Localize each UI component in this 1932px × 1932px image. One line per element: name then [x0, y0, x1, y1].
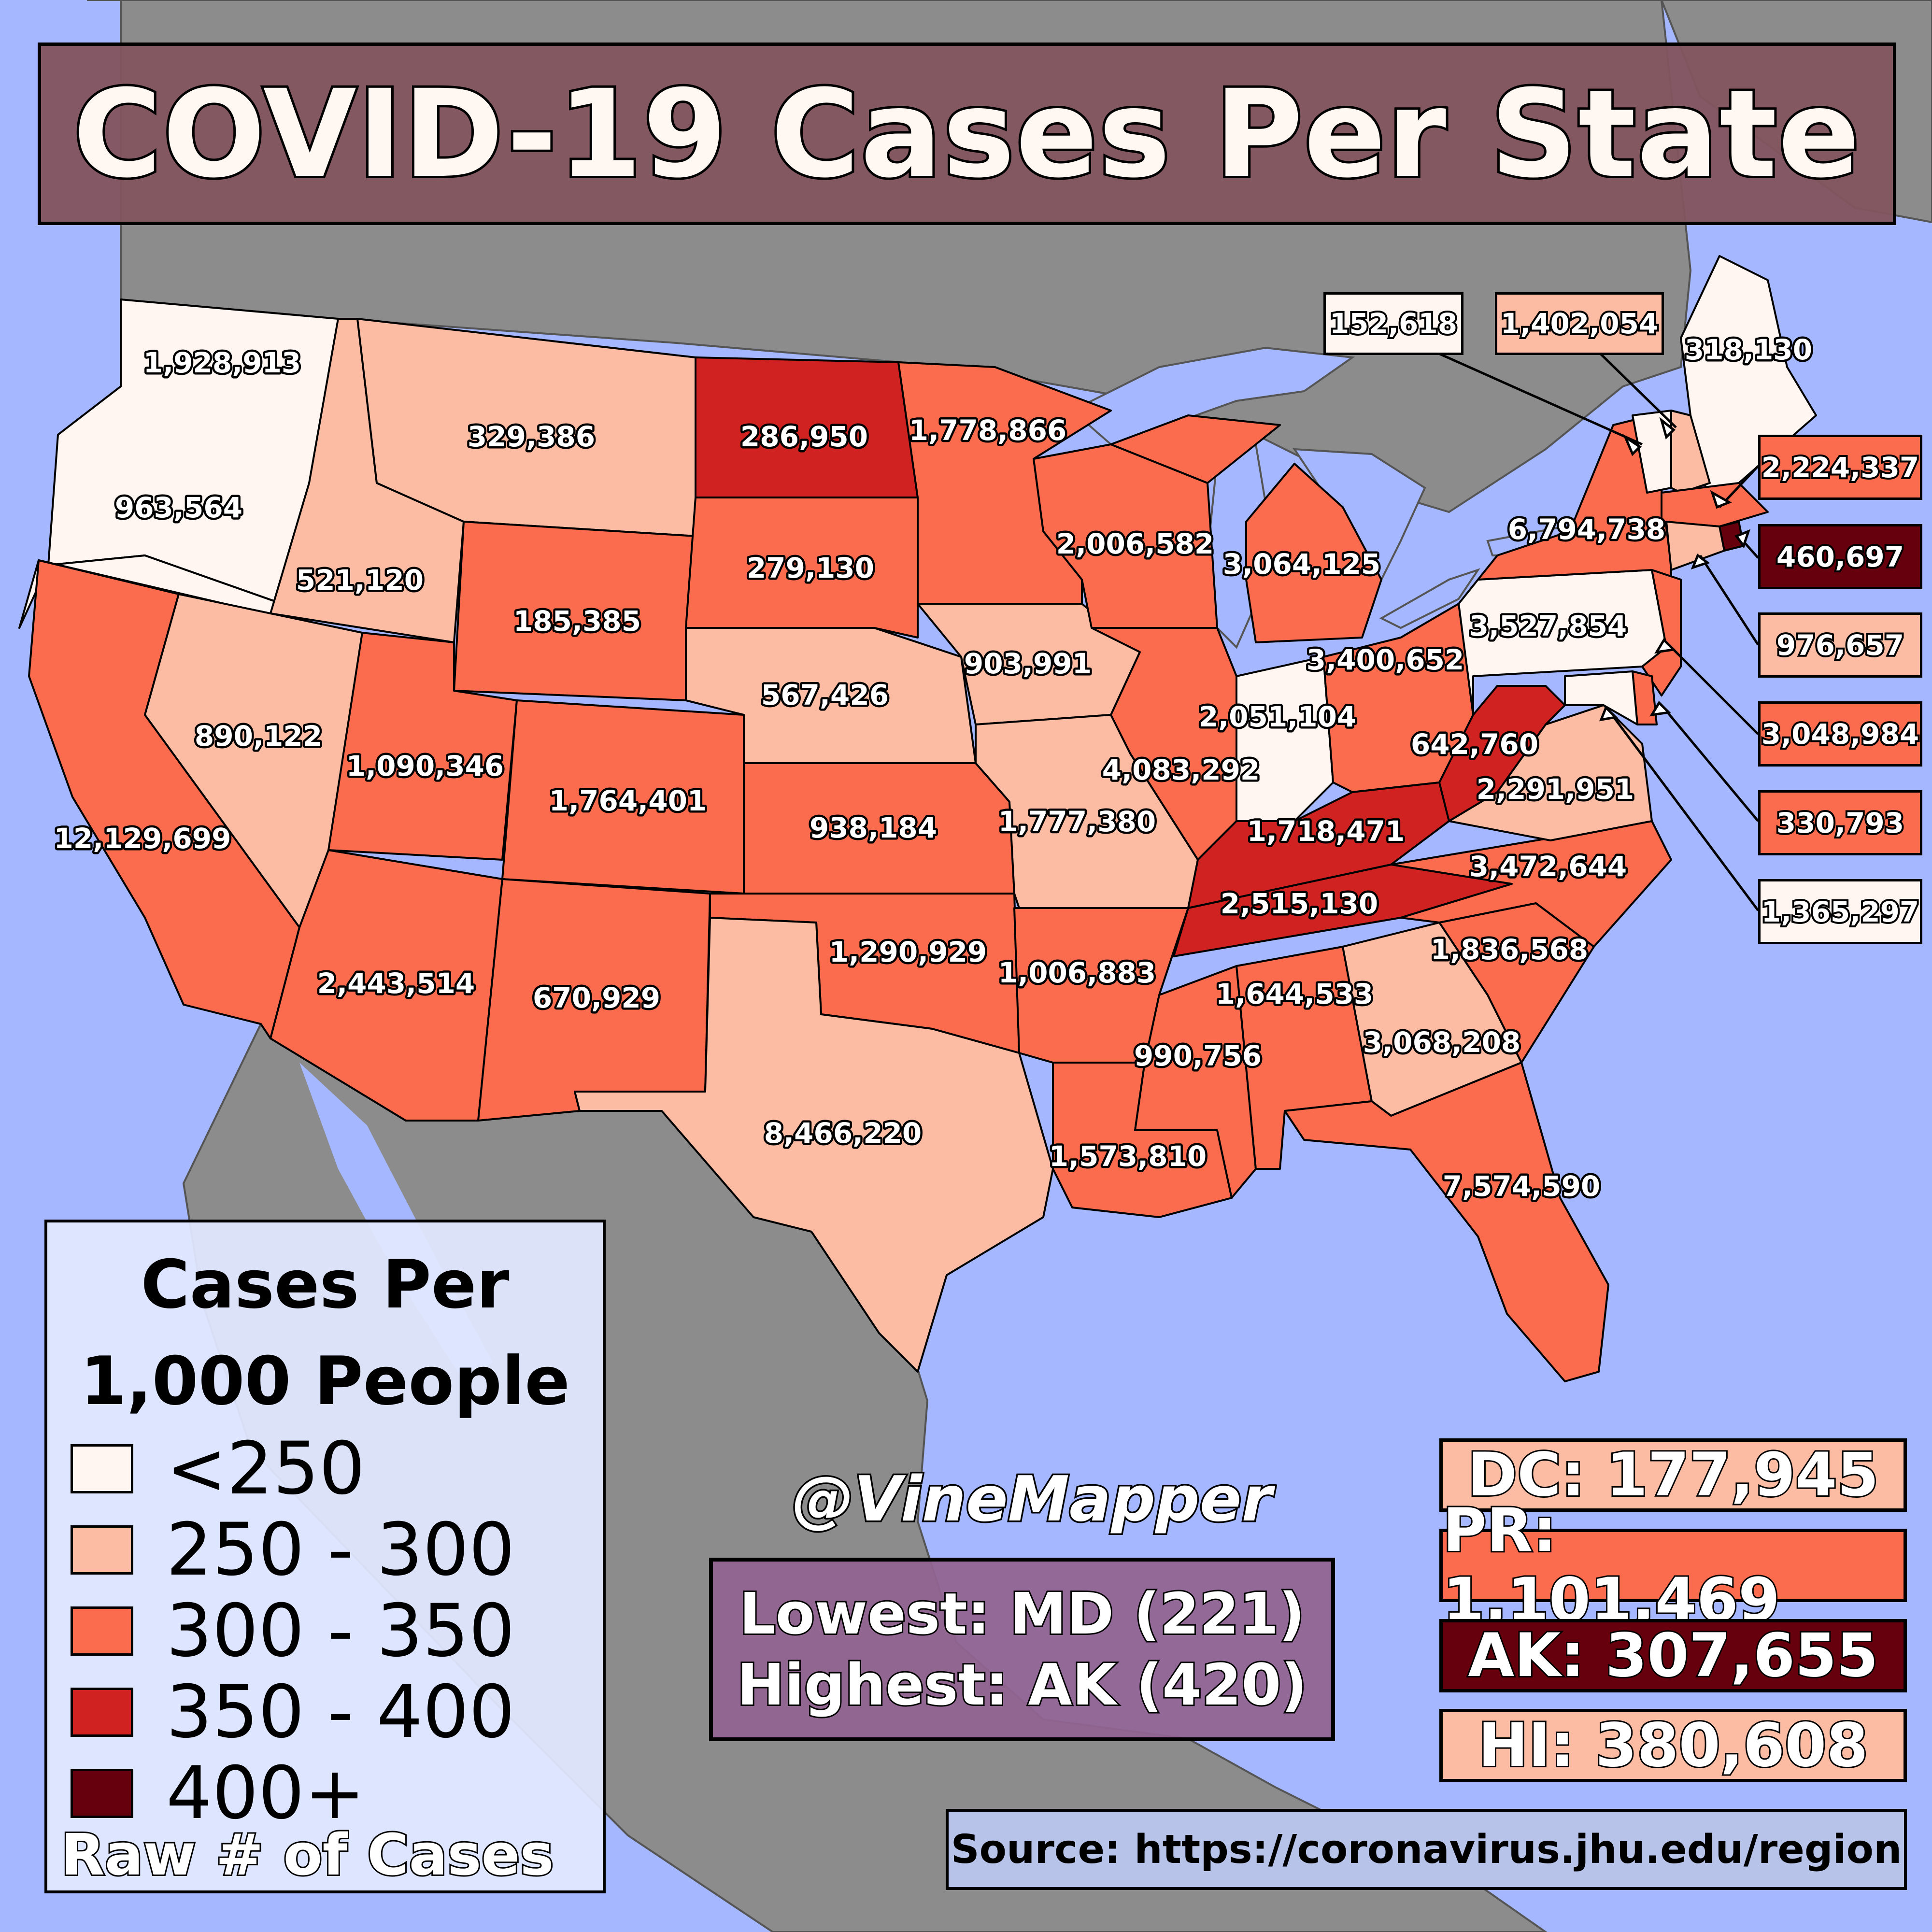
state-label-ar: 1,006,883: [998, 956, 1156, 989]
state-label-nm: 670,929: [533, 981, 660, 1014]
legend-raw-note: Raw # of Cases: [59, 1820, 555, 1889]
extremes-box: Lowest: MD (221) Highest: AK (420): [709, 1558, 1335, 1741]
side-box-pr: PR: 1,101,469: [1439, 1494, 1907, 1636]
states-layer: [18, 255, 1817, 1382]
legend-item-lt250: <250: [71, 1427, 365, 1511]
state-TX: [574, 917, 1054, 1373]
title-banner: COVID-19 Cases Per State: [38, 43, 1896, 225]
state-label-tn: 2,515,130: [1221, 887, 1378, 920]
side-box-hi: HI: 380,608: [1439, 1709, 1907, 1782]
state-label-id: 521,120: [296, 564, 424, 597]
callout-vt: 152,618: [1323, 292, 1463, 355]
source-text: Source: https://coronavirus.jhu.edu/regi…: [951, 1826, 1902, 1873]
state-label-il: 4,083,292: [1102, 753, 1260, 786]
state-label-tx: 8,466,220: [764, 1117, 922, 1150]
side-box-dc: DC: 177,945: [1439, 1438, 1907, 1512]
state-FL: [1284, 1062, 1609, 1382]
legend-item-300-350: 300 - 350: [71, 1589, 515, 1673]
state-label-ut: 1,090,346: [346, 750, 504, 782]
state-MI: [1245, 463, 1382, 643]
state-label-ms: 990,756: [1134, 1039, 1262, 1072]
callout-nh: 1,402,054: [1495, 292, 1664, 355]
state-IN: [1236, 656, 1334, 822]
state-label-ny: 6,794,738: [1508, 513, 1666, 546]
state-label-wv: 642,760: [1411, 728, 1538, 761]
state-label-la: 1,573,810: [1049, 1140, 1207, 1173]
state-label-ok: 1,290,929: [829, 936, 987, 968]
lowest-state-text: Lowest: MD (221): [738, 1579, 1307, 1648]
state-label-nc: 3,472,644: [1469, 850, 1627, 883]
legend-item-400-plus: 400+: [71, 1751, 365, 1835]
state-label-ky: 1,718,471: [1247, 815, 1405, 848]
legend-label-250-300: 250 - 300: [166, 1508, 515, 1592]
state-MD: [1564, 670, 1638, 725]
state-label-fl: 7,574,590: [1443, 1170, 1601, 1203]
legend-label-350-400: 350 - 400: [166, 1670, 515, 1754]
state-label-mn: 1,778,866: [909, 414, 1067, 447]
legend-item-250-300: 250 - 300: [71, 1508, 515, 1592]
state-label-ne: 567,426: [761, 679, 889, 711]
highest-state-text: Highest: AK (420): [736, 1650, 1309, 1719]
state-label-sc: 1,836,568: [1431, 933, 1589, 966]
legend-swatch-250-300: [71, 1525, 133, 1575]
state-label-or: 963,564: [115, 491, 242, 524]
callout-ma: 2,224,337: [1758, 435, 1922, 500]
state-label-ks: 938,184: [810, 811, 937, 844]
state-MI-upper: [1110, 414, 1281, 484]
state-label-wi: 2,006,582: [1056, 527, 1214, 560]
callout-de: 330,793: [1758, 790, 1922, 855]
legend-swatch-400-plus: [71, 1769, 133, 1818]
state-label-me: 318,130: [1685, 333, 1812, 366]
legend-swatch-300-350: [71, 1606, 133, 1656]
legend-label-300-350: 300 - 350: [166, 1589, 515, 1673]
state-label-wy: 185,385: [513, 605, 641, 638]
state-CT: [1665, 521, 1725, 571]
callout-nj: 3,048,984: [1758, 701, 1922, 767]
source-box: Source: https://coronavirus.jhu.edu/regi…: [946, 1809, 1907, 1890]
legend-swatch-350-400: [71, 1688, 133, 1737]
state-label-az: 2,443,514: [317, 967, 475, 1000]
state-label-nv: 890,122: [195, 720, 322, 753]
state-label-co: 1,764,401: [549, 784, 707, 817]
callout-md: 1,365,297: [1758, 879, 1922, 944]
state-label-pa: 3,527,854: [1469, 610, 1627, 642]
callout-ri: 460,697: [1758, 524, 1922, 589]
state-NC: [1390, 820, 1672, 948]
state-label-in: 2,051,104: [1199, 700, 1357, 733]
state-label-oh: 3,400,652: [1307, 643, 1464, 676]
state-label-sd: 279,130: [747, 552, 874, 584]
state-label-al: 1,644,533: [1216, 978, 1374, 1010]
state-label-mi: 3,064,125: [1223, 548, 1381, 581]
legend-label-lt250: <250: [166, 1427, 365, 1511]
state-labels: 1,928,913 963,564 12,129,699 521,120 890,122…: [52, 331, 1815, 1205]
legend-title-line2: 1,000 People: [80, 1342, 570, 1420]
state-label-mt: 329,386: [468, 420, 595, 453]
legend-panel: Cases Per 1,000 People <250 250 - 300 30…: [44, 1220, 606, 1893]
legend-label-400-plus: 400+: [166, 1751, 365, 1835]
callout-ct: 976,657: [1758, 612, 1922, 678]
state-label-va: 2,291,951: [1477, 773, 1634, 806]
legend-swatch-lt250: [71, 1444, 133, 1493]
lake-erie: [1379, 568, 1480, 629]
state-MA: [1661, 482, 1769, 527]
side-box-ak: AK: 307,655: [1439, 1619, 1907, 1692]
state-label-mo: 1,777,380: [998, 805, 1156, 838]
state-label-nd: 286,950: [740, 420, 868, 453]
state-label-wa: 1,928,913: [143, 346, 301, 379]
author-watermark: @VineMapper: [791, 1462, 1274, 1537]
state-label-ga: 3,068,208: [1363, 1026, 1521, 1059]
map-title: COVID-19 Cases Per State: [71, 61, 1862, 207]
state-SD: [685, 497, 919, 639]
legend-item-350-400: 350 - 400: [71, 1670, 515, 1754]
state-label-ia: 903,991: [964, 647, 1092, 680]
state-label-ca: 12,129,699: [54, 822, 231, 855]
legend-title-line1: Cases Per: [141, 1246, 510, 1323]
